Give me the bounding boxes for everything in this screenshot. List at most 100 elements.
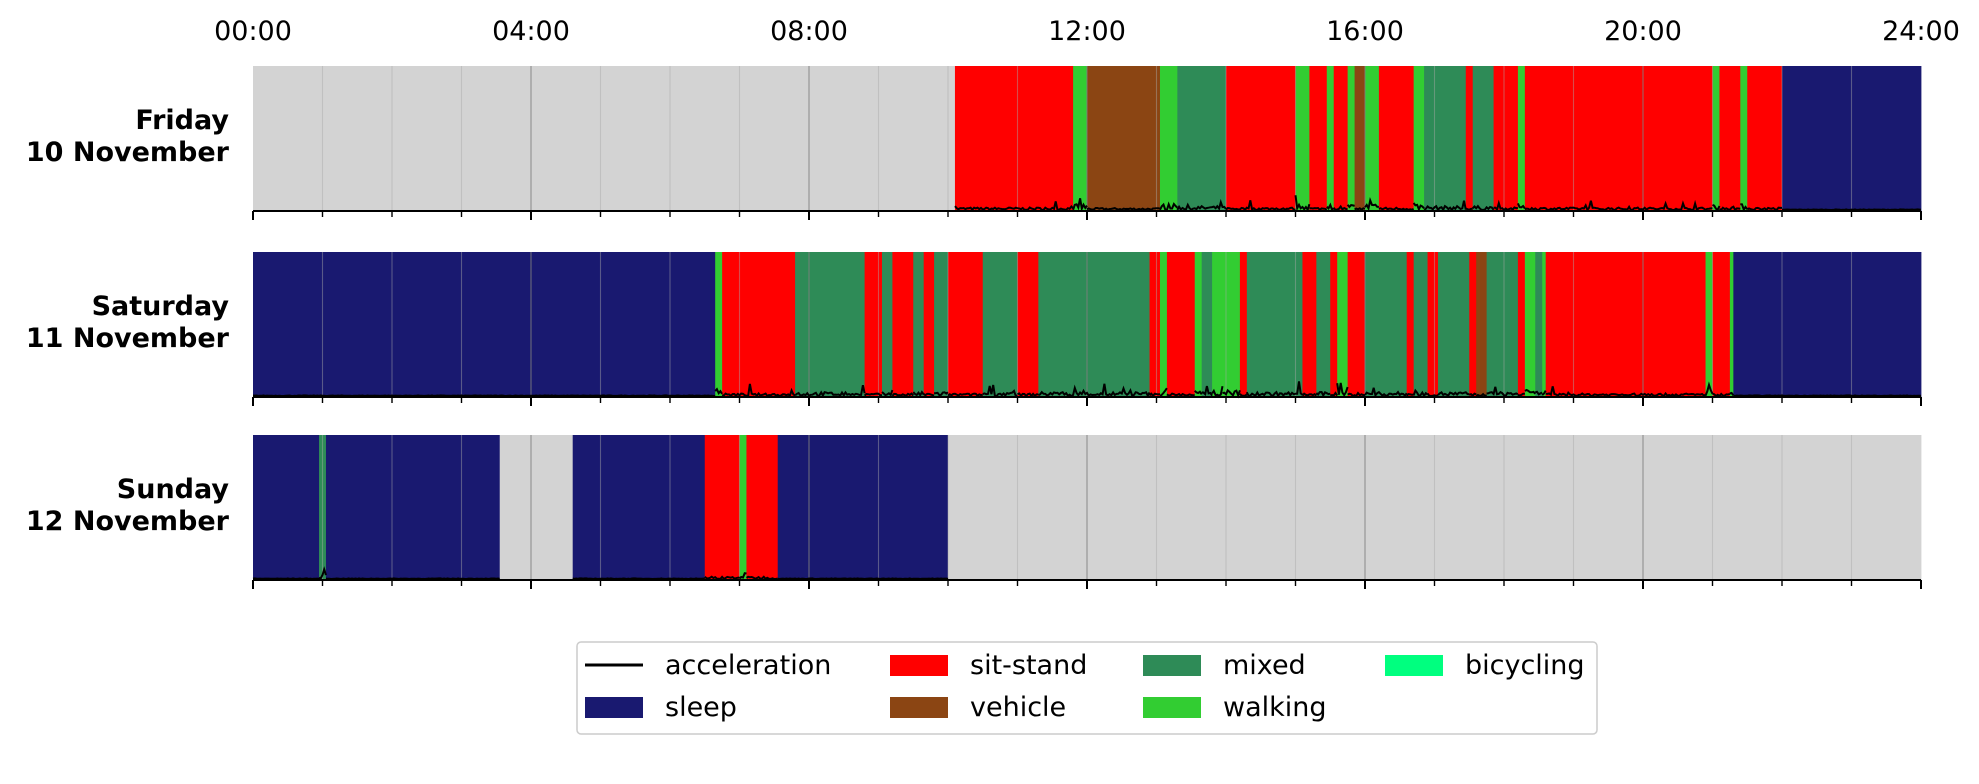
acceleration-trace	[1423, 200, 1467, 212]
activity-segment-sit-stand	[1378, 66, 1415, 211]
acceleration-trace	[1517, 392, 1525, 397]
activity-segment-walking	[1524, 252, 1536, 397]
acceleration-trace	[1781, 208, 1921, 212]
activity-segment-mixed	[1246, 252, 1303, 397]
activity-segment-mixed	[319, 435, 327, 580]
acceleration-trace	[1733, 394, 1922, 398]
acceleration-trace	[1086, 207, 1161, 212]
acceleration-trace	[1347, 391, 1366, 398]
acceleration-trace	[1712, 392, 1731, 398]
top-tick-label: 20:00	[1604, 16, 1682, 47]
acceleration-trace	[1437, 390, 1470, 397]
activity-segment-sit-stand	[1239, 252, 1248, 397]
activity-segment-sleep	[1782, 66, 1922, 211]
acceleration-trace	[704, 575, 740, 581]
activity-segment-sit-stand	[1524, 66, 1713, 211]
activity-segment-sit-stand	[1747, 66, 1783, 211]
activity-segment-sit-stand	[1226, 66, 1296, 211]
activity-segment-walking	[1337, 252, 1349, 397]
acceleration-trace	[777, 577, 949, 581]
acceleration-trace	[325, 577, 500, 581]
activity-segment-walking	[1347, 66, 1355, 211]
activity-segment-vehicle	[1476, 252, 1488, 397]
acceleration-trace	[1301, 392, 1318, 397]
acceleration-trace	[714, 387, 723, 396]
activity-segment-sit-stand	[1712, 252, 1731, 397]
acceleration-trace	[947, 392, 984, 398]
activity-segment-mixed	[1424, 66, 1467, 211]
acceleration-trace	[1493, 199, 1519, 212]
acceleration-trace	[1309, 206, 1328, 212]
activity-segment-mixed	[913, 252, 925, 397]
acceleration-trace	[1712, 203, 1721, 212]
activity-segment-sit-stand	[948, 252, 984, 397]
activity-segment-walking	[1542, 252, 1547, 397]
activity-segment-sit-stand	[722, 252, 796, 397]
acceleration-trace	[1535, 390, 1543, 396]
acceleration-trace	[1364, 196, 1379, 212]
acceleration-trace	[1336, 382, 1349, 397]
activity-segment-nodata	[253, 66, 956, 211]
acceleration-trace	[252, 394, 716, 398]
activity-segment-sit-stand	[954, 66, 1074, 211]
acceleration-trace	[1412, 388, 1429, 398]
acceleration-trace	[863, 392, 882, 397]
activity-segment-sleep	[1733, 252, 1922, 397]
activity-segment-sleep	[325, 435, 501, 580]
top-tick-label: 08:00	[770, 16, 848, 47]
acceleration-trace	[1426, 392, 1439, 398]
activity-segment-sleep	[572, 435, 706, 580]
acceleration-trace	[1072, 198, 1088, 213]
activity-segment-walking	[1740, 66, 1748, 211]
legend-label: walking	[1223, 692, 1327, 723]
activity-segment-vehicle	[1354, 66, 1366, 211]
activity-segment-walking	[1159, 66, 1178, 211]
activity-segment-sit-stand	[1517, 252, 1526, 397]
acceleration-trace	[1194, 390, 1203, 395]
activity-segment-walking	[1073, 66, 1088, 211]
acceleration-trace	[738, 572, 747, 580]
activity-segment-walking	[715, 252, 723, 397]
acceleration-trace	[745, 575, 778, 581]
acceleration-trace	[1545, 386, 1706, 398]
acceleration-trace	[1346, 204, 1355, 209]
acceleration-trace	[1159, 387, 1168, 397]
acceleration-trace	[794, 384, 866, 398]
activity-segment-walking	[1729, 252, 1734, 397]
acceleration-trace	[1239, 393, 1248, 397]
acceleration-trace	[1176, 198, 1227, 211]
activity-segment-mixed	[982, 252, 1018, 397]
acceleration-trace	[933, 391, 949, 397]
activity-segment-walking	[1212, 252, 1223, 397]
acceleration-trace	[572, 577, 705, 581]
acceleration-trace	[1516, 202, 1526, 210]
acceleration-trace	[1201, 385, 1213, 397]
legend-label: vehicle	[970, 692, 1066, 723]
top-tick-label: 12:00	[1048, 16, 1126, 47]
acceleration-trace	[1378, 206, 1415, 211]
activity-segment-vehicle	[1087, 66, 1161, 211]
activity-segment-walking	[1326, 66, 1335, 211]
activity-segment-mixed	[1413, 252, 1428, 397]
activity-segment-sit-stand	[1719, 66, 1741, 211]
activity-segment-mixed	[1437, 252, 1470, 397]
activity-segment-walking	[1194, 252, 1203, 397]
activity-segment-sit-stand	[1493, 66, 1519, 211]
acceleration-trace	[252, 577, 320, 581]
activity-segment-sit-stand	[1406, 252, 1415, 397]
acceleration-trace	[1465, 207, 1473, 211]
acceleration-trace	[1166, 392, 1195, 398]
activity-segment-walking	[739, 435, 747, 580]
top-tick-label: 00:00	[214, 16, 292, 47]
legend-swatch-sleep	[585, 697, 643, 718]
activity-segment-mixed	[1535, 252, 1543, 397]
top-tick-label: 24:00	[1882, 16, 1960, 47]
acceleration-trace	[1471, 204, 1495, 211]
activity-segment-sit-stand	[1017, 252, 1039, 397]
activity-segment-walking	[1413, 66, 1425, 211]
activity-segment-mixed	[1038, 252, 1150, 397]
legend-label: acceleration	[665, 650, 831, 681]
activity-segment-sit-stand	[1302, 252, 1317, 397]
activity-segment-mixed	[1472, 66, 1494, 211]
